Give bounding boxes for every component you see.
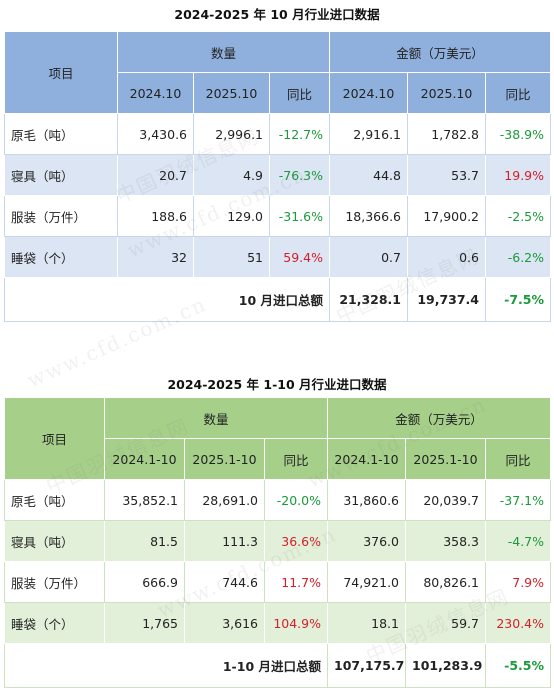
amt-cur: 59.7 bbox=[405, 602, 486, 644]
item-label: 寝具（吨） bbox=[4, 520, 105, 562]
amt-cur: 1,782.8 bbox=[407, 113, 486, 155]
amt-cur: 0.6 bbox=[407, 236, 486, 278]
table-row: 原毛（吨） 3,430.6 2,996.1 -12.7% 2,916.1 1,7… bbox=[4, 113, 552, 155]
amt-prev: 31,860.6 bbox=[327, 479, 406, 521]
table-row: 寝具（吨） 20.7 4.9 -76.3% 44.8 53.7 19.9% bbox=[4, 154, 552, 196]
qty-prev: 188.6 bbox=[117, 195, 194, 237]
amt-yoy: -37.1% bbox=[484, 479, 552, 521]
table-row: 服装（万件） 666.9 744.6 11.7% 74,921.0 80,826… bbox=[4, 561, 552, 603]
qty-prev: 81.5 bbox=[104, 520, 185, 562]
total-yoy: -5.5% bbox=[484, 643, 552, 688]
column-header: 2025.10 bbox=[407, 72, 486, 114]
qty-cur: 4.9 bbox=[193, 154, 270, 196]
amt-yoy: 7.9% bbox=[484, 561, 552, 603]
column-header: 同比 bbox=[264, 438, 328, 480]
column-header: 同比 bbox=[269, 72, 330, 114]
item-label: 服装（万件） bbox=[4, 195, 118, 237]
column-header: 2024.10 bbox=[329, 72, 408, 114]
total-cur: 101,283.9 bbox=[405, 643, 486, 688]
qty-yoy: -76.3% bbox=[269, 154, 330, 196]
amt-prev: 376.0 bbox=[327, 520, 406, 562]
qty-yoy: -12.7% bbox=[269, 113, 330, 155]
qty-yoy: -20.0% bbox=[264, 479, 328, 521]
total-prev: 21,328.1 bbox=[329, 277, 408, 322]
total-label: 1-10 月进口总额 bbox=[4, 643, 328, 688]
amt-cur: 53.7 bbox=[407, 154, 486, 196]
qty-yoy: 104.9% bbox=[264, 602, 328, 644]
amount-group-header: 金额（万美元） bbox=[328, 31, 552, 73]
qty-cur: 129.0 bbox=[193, 195, 270, 237]
amt-cur: 80,826.1 bbox=[405, 561, 486, 603]
amt-yoy: -2.5% bbox=[484, 195, 552, 237]
item-header: 项目 bbox=[4, 31, 118, 114]
qty-yoy: -31.6% bbox=[269, 195, 330, 237]
total-cur: 19,737.4 bbox=[407, 277, 486, 322]
amt-prev: 18.1 bbox=[327, 602, 406, 644]
qty-prev: 32 bbox=[117, 236, 194, 278]
item-label: 睡袋（个） bbox=[4, 602, 105, 644]
qty-prev: 20.7 bbox=[117, 154, 194, 196]
total-row: 1-10 月进口总额 107,175.7 101,283.9 -5.5% bbox=[4, 643, 552, 688]
qty-prev: 666.9 bbox=[104, 561, 185, 603]
total-yoy: -7.5% bbox=[484, 277, 552, 322]
amt-prev: 2,916.1 bbox=[329, 113, 408, 155]
total-label: 10 月进口总额 bbox=[4, 277, 330, 322]
quantity-group-header: 数量 bbox=[117, 31, 330, 73]
amt-cur: 20,039.7 bbox=[405, 479, 486, 521]
item-label: 睡袋（个） bbox=[4, 236, 118, 278]
table2-title: 2024-2025 年 1-10 月行业进口数据 bbox=[167, 377, 387, 392]
table-row: 原毛（吨） 35,852.1 28,691.0 -20.0% 31,860.6 … bbox=[4, 479, 552, 521]
qty-yoy: 59.4% bbox=[269, 236, 330, 278]
amt-prev: 44.8 bbox=[329, 154, 408, 196]
qty-yoy: 11.7% bbox=[264, 561, 328, 603]
qty-cur: 51 bbox=[193, 236, 270, 278]
amt-prev: 74,921.0 bbox=[327, 561, 406, 603]
amt-yoy: 19.9% bbox=[484, 154, 552, 196]
column-header: 2024.1-10 bbox=[104, 438, 185, 480]
column-header: 同比 bbox=[484, 72, 552, 114]
qty-cur: 111.3 bbox=[184, 520, 265, 562]
amount-group-header: 金额（万美元） bbox=[326, 397, 552, 439]
table-row: 睡袋（个） 32 51 59.4% 0.7 0.6 -6.2% bbox=[4, 236, 552, 278]
total-prev: 107,175.7 bbox=[327, 643, 406, 688]
item-label: 寝具（吨） bbox=[4, 154, 118, 196]
column-header: 2024.10 bbox=[117, 72, 194, 114]
column-header: 2025.1-10 bbox=[405, 438, 486, 480]
qty-prev: 1,765 bbox=[104, 602, 185, 644]
qty-cur: 2,996.1 bbox=[193, 113, 270, 155]
table1-title: 2024-2025 年 10 月行业进口数据 bbox=[174, 7, 380, 22]
ytd-import-table: 项目 数量 金额（万美元） 2024.1-10 2025.1-10 同比 202… bbox=[4, 397, 552, 688]
qty-prev: 3,430.6 bbox=[117, 113, 194, 155]
qty-yoy: 36.6% bbox=[264, 520, 328, 562]
quantity-group-header: 数量 bbox=[104, 397, 328, 439]
item-label: 原毛（吨） bbox=[4, 479, 105, 521]
amt-prev: 18,366.6 bbox=[329, 195, 408, 237]
item-header: 项目 bbox=[4, 397, 105, 480]
amt-cur: 358.3 bbox=[405, 520, 486, 562]
column-header: 2024.1-10 bbox=[327, 438, 406, 480]
monthly-import-table: 项目 数量 金额（万美元） 2024.10 2025.10 同比 2024.10… bbox=[4, 31, 552, 322]
amt-yoy: -38.9% bbox=[484, 113, 552, 155]
amt-cur: 17,900.2 bbox=[407, 195, 486, 237]
amt-yoy: -6.2% bbox=[484, 236, 552, 278]
total-row: 10 月进口总额 21,328.1 19,737.4 -7.5% bbox=[4, 277, 552, 322]
qty-cur: 3,616 bbox=[184, 602, 265, 644]
table-row: 睡袋（个） 1,765 3,616 104.9% 18.1 59.7 230.4… bbox=[4, 602, 552, 644]
amt-yoy: -4.7% bbox=[484, 520, 552, 562]
amt-prev: 0.7 bbox=[329, 236, 408, 278]
qty-prev: 35,852.1 bbox=[104, 479, 185, 521]
table-row: 寝具（吨） 81.5 111.3 36.6% 376.0 358.3 -4.7% bbox=[4, 520, 552, 562]
column-header: 2025.1-10 bbox=[184, 438, 265, 480]
column-header: 2025.10 bbox=[193, 72, 270, 114]
item-label: 原毛（吨） bbox=[4, 113, 118, 155]
item-label: 服装（万件） bbox=[4, 561, 105, 603]
qty-cur: 744.6 bbox=[184, 561, 265, 603]
amt-yoy: 230.4% bbox=[484, 602, 552, 644]
column-header: 同比 bbox=[484, 438, 552, 480]
table-row: 服装（万件） 188.6 129.0 -31.6% 18,366.6 17,90… bbox=[4, 195, 552, 237]
qty-cur: 28,691.0 bbox=[184, 479, 265, 521]
